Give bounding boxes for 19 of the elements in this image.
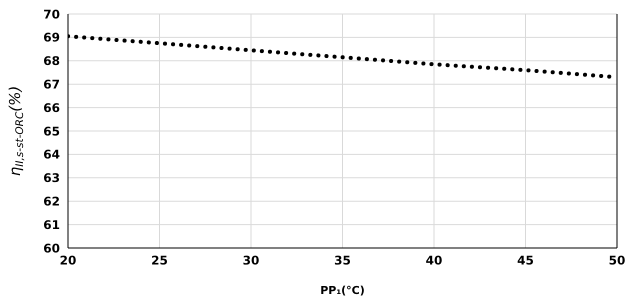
x-tick-label: 30 bbox=[242, 254, 260, 268]
x-tick-label: 25 bbox=[151, 254, 168, 268]
x-tick-label: 20 bbox=[60, 254, 76, 268]
x-tick-label: 45 bbox=[517, 254, 534, 268]
y-tick-label: 69 bbox=[43, 30, 60, 45]
x-tick-label: 40 bbox=[426, 254, 442, 268]
y-tick-label: 60 bbox=[43, 241, 60, 256]
y-tick-label: 61 bbox=[43, 218, 60, 232]
x-tick-label: 35 bbox=[334, 254, 351, 268]
y-tick-label: 63 bbox=[43, 171, 60, 186]
y-tick-label: 68 bbox=[43, 54, 60, 68]
x-axis-title: PP₁(°C) bbox=[320, 284, 365, 297]
y-tick-label: 67 bbox=[43, 77, 60, 92]
y-tick-label: 66 bbox=[43, 100, 60, 115]
y-tick-label: 62 bbox=[43, 194, 60, 208]
y-tick-label: 65 bbox=[43, 124, 60, 138]
y-tick-label: 70 bbox=[43, 7, 60, 22]
x-tick-label: 50 bbox=[608, 254, 626, 268]
y-tick-label: 64 bbox=[43, 148, 60, 162]
